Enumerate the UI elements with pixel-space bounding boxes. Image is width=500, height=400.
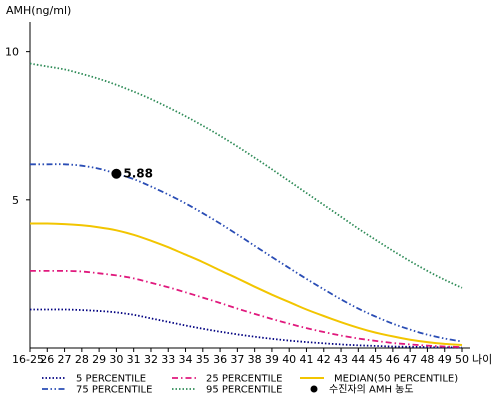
y-tick-label: 5 (12, 194, 19, 207)
x-tick-label: 46 (386, 353, 400, 366)
legend-item: 25 PERCENTILE (172, 374, 282, 385)
x-tick-label: 42 (317, 353, 331, 366)
patient-marker-point (111, 168, 122, 179)
x-tick-label: 37 (230, 353, 244, 366)
legend-marker-swatch (310, 385, 318, 393)
series-line-median-50-percentile- (29, 222, 463, 346)
series-line-25-percentile (30, 269, 463, 348)
series-lines (29, 62, 463, 349)
patient-marker-label: 5.88 (123, 167, 153, 181)
x-tick-label: 43 (334, 353, 348, 366)
y-ticks: 5 10 (5, 46, 30, 207)
legend-item: MEDIAN(50 PERCENTILE) (300, 374, 458, 385)
x-tick-label: 44 (351, 353, 365, 366)
legend-label: 25 PERCENTILE (206, 374, 282, 385)
x-tick-label: 47 (403, 353, 417, 366)
x-tick-label: 33 (161, 353, 175, 366)
legend-item: 5 PERCENTILE (42, 374, 146, 385)
x-tick-label: 39 (265, 353, 279, 366)
legend-item: 95 PERCENTILE (172, 385, 282, 396)
y-tick-label: 10 (5, 46, 19, 59)
series-line-75-percentile (30, 163, 463, 343)
legend-label: 75 PERCENTILE (76, 385, 152, 396)
x-tick-label: 45 (369, 353, 383, 366)
legend-item: 75 PERCENTILE (42, 385, 152, 396)
x-tick-label: 32 (144, 353, 158, 366)
x-tick-label: 29 (92, 353, 106, 366)
x-tick-label: 50 (455, 353, 469, 366)
legend-label: 5 PERCENTILE (76, 374, 146, 385)
x-tick-label: 16-25 (12, 353, 44, 366)
x-tick-label: 41 (299, 353, 313, 366)
series-line-95-percentile (29, 62, 463, 289)
x-tick-label: 27 (58, 353, 72, 366)
axes (29, 22, 470, 349)
x-tick-label: 31 (127, 353, 141, 366)
y-axis-label: AMH(ng/ml) (6, 4, 71, 17)
x-tick-label: 28 (75, 353, 89, 366)
x-tick-label: 34 (179, 353, 193, 366)
x-tick-label: 49 (438, 353, 452, 366)
x-tick-label: 30 (109, 353, 123, 366)
legend-label: MEDIAN(50 PERCENTILE) (334, 374, 458, 385)
legend-label: 수진자의 AMH 농도 (329, 384, 414, 396)
legend-label: 95 PERCENTILE (206, 385, 282, 396)
x-tick-label: 38 (248, 353, 262, 366)
x-tick-label: 36 (213, 353, 227, 366)
x-axis-unit: 나이 (472, 353, 492, 366)
x-tick-label: 26 (40, 353, 54, 366)
x-tick-label: 35 (196, 353, 210, 366)
x-tick-label: 48 (420, 353, 434, 366)
x-tick-label: 40 (282, 353, 296, 366)
patient-marker: 5.88 (111, 167, 153, 181)
series-line-5-percentile (30, 308, 463, 349)
legend: 5 PERCENTILE 25 PERCENTILE MEDIAN(50 PERCE… (42, 374, 458, 396)
legend-item-marker: 수진자의 AMH 농도 (310, 384, 414, 396)
